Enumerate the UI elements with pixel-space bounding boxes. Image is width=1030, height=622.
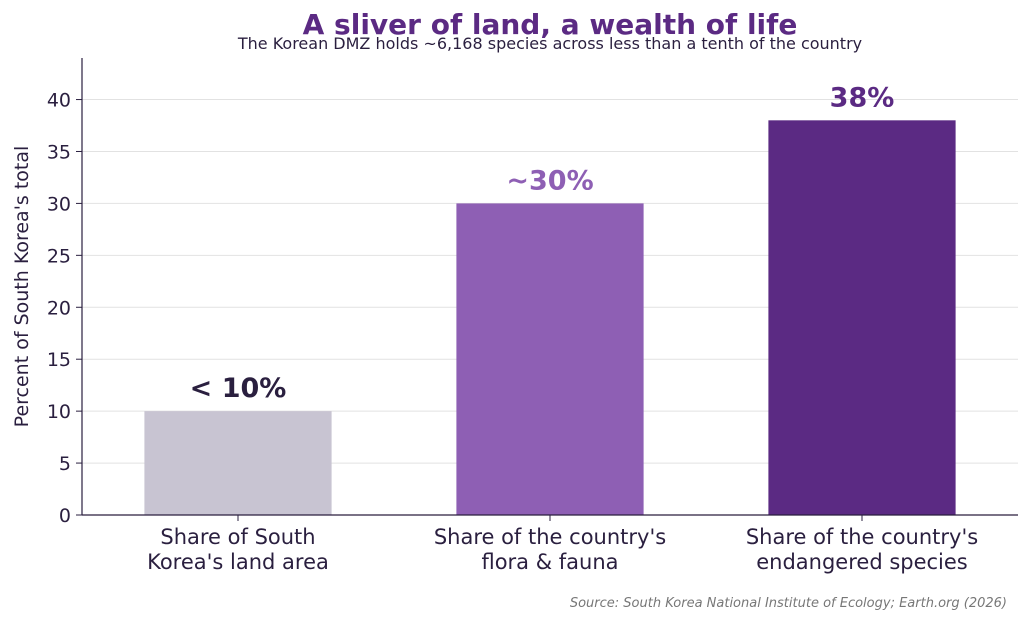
y-axis-ticks: 0 5 10 15 20 25 30 35 40 <box>47 90 82 527</box>
x-tick-label: Korea's land area <box>147 550 329 574</box>
y-tick-label: 25 <box>47 245 71 267</box>
y-axis-label: Percent of South Korea's total <box>11 146 33 428</box>
x-tick-label: Share of the country's <box>434 525 666 549</box>
data-labels: < 10% ~30% 38% <box>190 82 895 404</box>
x-tick-label: endangered species <box>756 550 968 574</box>
y-tick-label: 40 <box>47 90 71 112</box>
y-tick-label: 15 <box>47 349 71 371</box>
y-tick-label: 0 <box>59 505 71 527</box>
bar <box>768 120 956 516</box>
x-tick-label: flora & fauna <box>481 550 618 574</box>
chart-title: A sliver of land, a wealth of life <box>303 8 798 41</box>
x-tick-label: Share of South <box>160 525 315 549</box>
bar <box>144 411 332 515</box>
data-label: 38% <box>830 82 895 113</box>
y-tick-label: 35 <box>47 141 71 163</box>
y-tick-label: 10 <box>47 401 71 423</box>
data-label: ~30% <box>506 165 593 196</box>
y-tick-label: 30 <box>47 193 71 215</box>
y-tick-label: 5 <box>59 453 71 475</box>
bars <box>144 120 956 516</box>
data-label: < 10% <box>190 373 287 404</box>
x-tick-label: Share of the country's <box>746 525 978 549</box>
source-note: Source: South Korea National Institute o… <box>570 596 1007 611</box>
chart-subtitle: The Korean DMZ holds ~6,168 species acro… <box>237 34 862 53</box>
y-tick-label: 20 <box>47 297 71 319</box>
bar <box>456 203 644 515</box>
